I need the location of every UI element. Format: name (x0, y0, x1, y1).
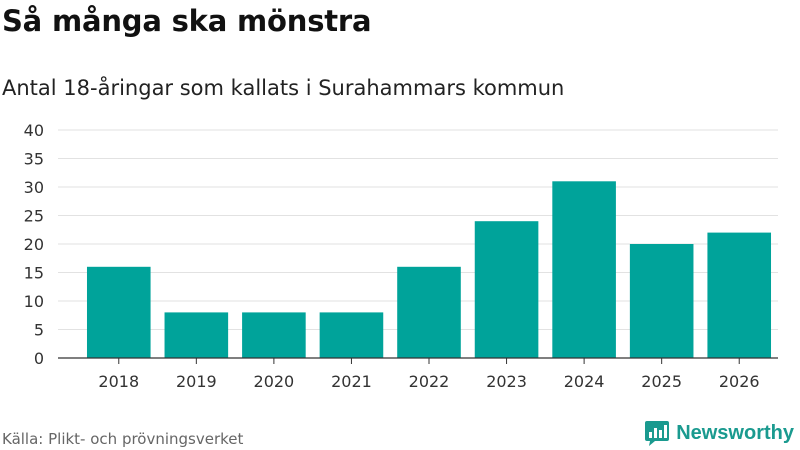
bar-2019 (164, 312, 229, 358)
y-axis-ticks: 0 5 10 15 20 25 30 35 40 (24, 121, 44, 368)
x-tick-label: 2019 (176, 372, 217, 391)
x-tick-label: 2022 (409, 372, 450, 391)
x-tick-label: 2021 (331, 372, 372, 391)
y-tick-label: 0 (34, 349, 44, 368)
x-tick-label: 2023 (486, 372, 527, 391)
x-tick-label: 2025 (641, 372, 682, 391)
y-tick-label: 20 (24, 235, 44, 254)
chart-subtitle: Antal 18-åringar som kallats i Surahamma… (2, 76, 565, 100)
y-tick-label: 25 (24, 207, 44, 226)
y-tick-label: 15 (24, 264, 44, 283)
newsworthy-logo-icon (645, 421, 670, 446)
bar-2021 (319, 312, 384, 358)
x-axis-ticks: 2018 2019 2020 2021 2022 2023 2024 2025 2026 (98, 358, 760, 391)
y-tick-label: 10 (24, 292, 44, 311)
source-note: Källa: Plikt- och prövningsverket (2, 430, 244, 448)
bars (86, 181, 772, 358)
bar-2020 (242, 312, 306, 358)
x-tick-label: 2026 (719, 372, 760, 391)
brand-name: Newsworthy (676, 421, 794, 444)
chart-title: Så många ska mönstra (2, 4, 372, 38)
bar-2023 (474, 221, 539, 358)
bar-2026 (707, 232, 772, 358)
x-tick-label: 2018 (98, 372, 139, 391)
x-tick-label: 2024 (564, 372, 605, 391)
brand-logo: Newsworthy (644, 419, 794, 447)
y-tick-label: 40 (24, 121, 44, 140)
bar-2024 (552, 181, 616, 358)
bar-2025 (629, 244, 694, 358)
bar-2022 (397, 266, 461, 358)
bar-2018 (86, 266, 151, 358)
y-tick-label: 30 (24, 178, 44, 197)
y-tick-label: 35 (24, 150, 44, 169)
y-tick-label: 5 (34, 321, 44, 340)
x-tick-label: 2020 (254, 372, 295, 391)
